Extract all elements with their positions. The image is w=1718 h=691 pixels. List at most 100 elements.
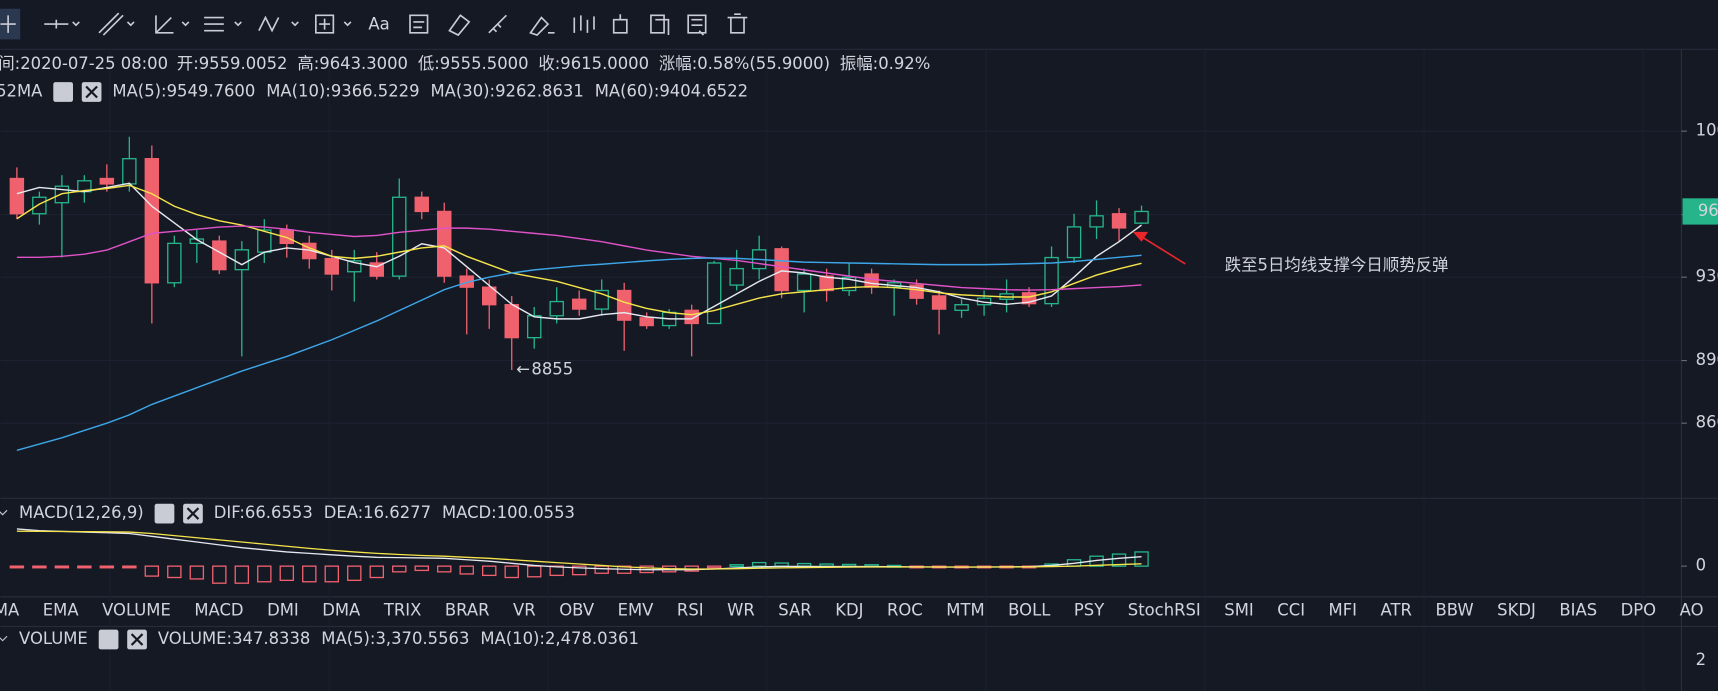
legend-entry: DIF:66.6553 bbox=[214, 503, 313, 522]
price-tag bbox=[1682, 198, 1718, 225]
candle-body bbox=[1066, 226, 1082, 259]
tool-lock[interactable] bbox=[612, 14, 628, 34]
indicator-tab[interactable]: SKDJ bbox=[1497, 601, 1536, 620]
tool-angle[interactable] bbox=[155, 15, 190, 34]
candle-body bbox=[279, 229, 295, 245]
macd-bar bbox=[32, 565, 47, 569]
macd-bar bbox=[257, 565, 272, 583]
indicator-tab[interactable]: BIAS bbox=[1559, 601, 1597, 620]
field-value: 9555.5000 bbox=[440, 54, 529, 73]
y-tick-label: 8900 bbox=[1696, 350, 1718, 369]
legend-entry: MA(5):9549.7600 bbox=[112, 81, 255, 100]
indicator-tab[interactable]: OBV bbox=[559, 601, 595, 620]
indicator-tab[interactable]: MA bbox=[0, 601, 20, 620]
candle-body bbox=[9, 177, 25, 215]
macd-bar bbox=[167, 565, 182, 579]
macd-bar bbox=[9, 565, 25, 569]
plot bbox=[9, 136, 1149, 584]
low-arrow: ← bbox=[516, 359, 530, 378]
candle-body bbox=[639, 317, 654, 327]
candle-body bbox=[1111, 213, 1127, 229]
indicator-tab[interactable]: DMA bbox=[322, 601, 361, 620]
grid bbox=[0, 49, 1682, 691]
field-value: 0.92% bbox=[878, 54, 930, 73]
candle-body bbox=[1134, 210, 1149, 224]
candle-body bbox=[931, 295, 947, 310]
tool-text[interactable]: Aa bbox=[368, 15, 389, 34]
tool-fib[interactable] bbox=[204, 16, 242, 32]
settings-button[interactable] bbox=[53, 82, 73, 102]
tool-line[interactable] bbox=[44, 19, 80, 29]
macd-bar bbox=[369, 565, 384, 579]
tool-brush[interactable] bbox=[448, 14, 471, 37]
ma-line bbox=[16, 254, 1142, 451]
indicator-tab[interactable]: SMI bbox=[1224, 601, 1253, 620]
indicator-tab[interactable]: MTM bbox=[946, 601, 984, 620]
macd-bar bbox=[77, 565, 92, 569]
labels: 间:2020-07-25 08:00 开: 9559.0052 高: 9643.3000… bbox=[0, 54, 1718, 669]
annotation: 跌至5日均线支撑今日顺势反弹 bbox=[1225, 256, 1449, 275]
tool-delete[interactable] bbox=[727, 13, 748, 34]
macd-bar bbox=[482, 565, 497, 577]
indicator-tab[interactable]: BRAR bbox=[445, 601, 490, 620]
indicator-tab[interactable]: RSI bbox=[677, 601, 704, 620]
macd-bar bbox=[324, 565, 340, 583]
tool-cross[interactable] bbox=[0, 15, 16, 33]
macd-bar bbox=[189, 565, 205, 580]
time: 间:2020-07-25 08:00 bbox=[0, 54, 168, 73]
indicator-title: MACD(12,26,9) bbox=[19, 503, 144, 522]
indicator-tab[interactable]: MFI bbox=[1329, 601, 1357, 620]
candle-body bbox=[819, 275, 834, 292]
macd-bar bbox=[99, 565, 115, 569]
candle-body bbox=[324, 257, 340, 275]
ma-line bbox=[16, 182, 1142, 320]
legend-entry: MA(10):2,478.0361 bbox=[480, 629, 639, 648]
indicator-tab[interactable]: BBW bbox=[1435, 601, 1473, 620]
candle-body bbox=[122, 158, 137, 185]
macd-bar bbox=[594, 565, 609, 574]
ma-line bbox=[16, 184, 1142, 316]
tool-candle[interactable] bbox=[573, 15, 595, 33]
indicator-tab[interactable]: DMI bbox=[267, 601, 299, 620]
settings-button[interactable] bbox=[154, 503, 175, 524]
indicator-tab[interactable]: VR bbox=[513, 601, 536, 620]
indicator-tab[interactable]: EMV bbox=[618, 601, 655, 620]
indicator-tab[interactable]: ATR bbox=[1381, 601, 1412, 620]
candle-body bbox=[526, 315, 542, 339]
indicator-tab[interactable]: CCI bbox=[1277, 601, 1305, 620]
settings-button[interactable] bbox=[98, 629, 119, 650]
legend-entry: MA(30):9262.8631 bbox=[431, 81, 584, 100]
macd-bar bbox=[234, 565, 250, 584]
indicator-tab[interactable]: EMA bbox=[43, 601, 80, 620]
y-tick-label: 9300 bbox=[1696, 267, 1718, 286]
tool-note[interactable] bbox=[409, 14, 429, 34]
tool-measure[interactable] bbox=[315, 14, 352, 34]
tool-copy[interactable] bbox=[650, 14, 670, 36]
indicator-tab[interactable]: MACD bbox=[194, 601, 243, 620]
price-tag-label: 9615 bbox=[1698, 201, 1718, 220]
indicator-tab[interactable]: StochRSI bbox=[1128, 601, 1201, 620]
macd-bar bbox=[302, 565, 317, 583]
tool-pencil[interactable] bbox=[529, 16, 555, 36]
collapse-caret bbox=[0, 635, 8, 642]
indicator-tab[interactable]: WR bbox=[727, 601, 755, 620]
indicator-tab[interactable]: PSY bbox=[1074, 601, 1105, 620]
tool-settings[interactable] bbox=[687, 14, 707, 36]
macd-bar bbox=[1134, 551, 1149, 567]
collapse-caret bbox=[0, 509, 8, 516]
indicator-tab[interactable]: TRIX bbox=[383, 601, 421, 620]
tool-ruler[interactable] bbox=[488, 14, 507, 34]
indicator-tab[interactable]: BOLL bbox=[1008, 601, 1051, 620]
indicator-tab[interactable]: DPO bbox=[1621, 601, 1656, 620]
indicator-tab[interactable]: VOLUME bbox=[102, 601, 171, 620]
indicator-tab[interactable]: SAR bbox=[778, 601, 811, 620]
candle-body bbox=[144, 158, 160, 284]
tool-wave[interactable] bbox=[258, 15, 299, 33]
indicator-tab[interactable]: AO bbox=[1680, 601, 1704, 620]
indicator-tab[interactable]: ROC bbox=[887, 601, 923, 620]
candle-body bbox=[774, 248, 789, 292]
tool-channel[interactable] bbox=[98, 12, 135, 36]
field-label: 低: bbox=[418, 54, 440, 73]
indicator-tab[interactable]: KDJ bbox=[835, 601, 863, 620]
